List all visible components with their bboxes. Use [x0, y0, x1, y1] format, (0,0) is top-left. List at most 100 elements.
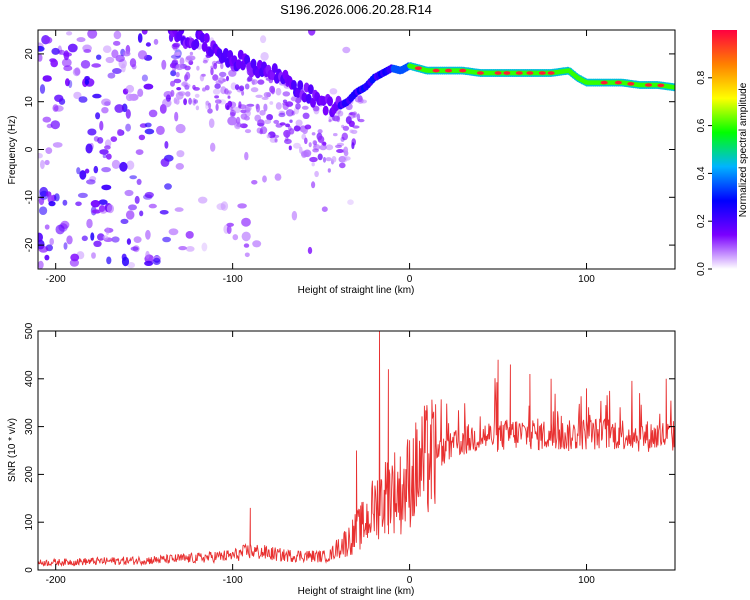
spectrogram-blob: [235, 116, 241, 125]
spectrogram-blob: [210, 142, 216, 152]
spectrogram-blob: [45, 147, 53, 155]
spectrogram-blob: [328, 119, 332, 123]
spectrogram-blob: [308, 142, 312, 148]
spectrogram-blob: [127, 262, 135, 269]
spectrogram-blob: [322, 156, 327, 163]
spectrogram-blob: [111, 236, 120, 243]
spectrogram-blob: [85, 143, 93, 154]
spectrogram-blob: [226, 91, 231, 96]
spectrogram-blob: [337, 110, 344, 117]
spectrogram-blob: [285, 123, 291, 128]
spectrogram-ridge-peak: [538, 71, 546, 75]
spectrogram-blob: [274, 138, 278, 143]
spectrogram-blob: [218, 77, 226, 84]
spectrogram-blob: [239, 85, 245, 92]
spectrogram-blob: [243, 243, 250, 248]
spectrogram-blob: [244, 106, 251, 114]
spectrogram-blob: [101, 98, 111, 106]
spectrogram-blob: [129, 175, 137, 180]
spectrogram-ridge-peak: [503, 71, 511, 75]
spectrogram-blob: [192, 84, 196, 90]
spectrogram-blob: [196, 65, 200, 71]
spectrogram-blob: [184, 65, 191, 71]
spectrogram-blob: [215, 103, 219, 111]
spectrogram-blob: [317, 153, 323, 161]
spectrogram-blob: [148, 203, 157, 209]
spectrogram-blob: [348, 120, 355, 128]
snr-panel: -200 -100 0 100 0 100 200 300 400 500 Height of …: [7, 322, 676, 597]
spectrogram-blob: [101, 167, 111, 173]
spectrogram-blob: [279, 122, 286, 126]
spectrogram-blob: [177, 51, 181, 56]
spectrogram-blob: [212, 88, 221, 95]
spectrogram-blob: [308, 30, 316, 36]
spectrogram-blob: [44, 224, 50, 230]
spectrogram-blob: [134, 195, 140, 204]
spectrogram-ridge-peak: [414, 66, 422, 70]
spectrogram-blob: [169, 62, 176, 69]
spectrogram-blob: [141, 30, 148, 35]
colorbar-tick-label: 0.2: [696, 214, 707, 228]
spectrogram-blob: [260, 126, 268, 135]
x-tick-label: -100: [223, 274, 243, 285]
spectrogram-blob: [311, 132, 316, 136]
spectrogram-blob: [244, 129, 252, 134]
spectrogram-blob: [106, 256, 112, 265]
spectrogram-blob: [304, 124, 312, 130]
spectrogram-blob: [170, 70, 177, 77]
y-tick-label: 100: [24, 513, 35, 530]
spectrogram-blob: [144, 128, 155, 135]
spectrogram-blob: [214, 95, 220, 99]
snr-frame: [37, 330, 676, 571]
spectrogram-blob: [50, 120, 60, 130]
spectrogram-blob: [119, 161, 128, 172]
spectrogram-blob: [275, 102, 282, 110]
spectrogram-blob: [347, 199, 354, 205]
spectrogram-blob: [79, 170, 87, 180]
spectrogram-blob: [105, 226, 110, 236]
spectrogram-blob: [335, 144, 342, 149]
spectrogram-blob: [124, 189, 134, 197]
spectrogram-blob: [189, 51, 194, 56]
spectrogram-blob: [288, 128, 295, 135]
spectrogram-blob: [112, 68, 122, 74]
spectrogram-ridge-peak: [476, 71, 484, 75]
spectrogram-blob: [214, 83, 221, 89]
spectrogram-blob: [161, 59, 167, 70]
spectrogram-blob: [336, 115, 341, 123]
spectrogram-blob: [333, 133, 338, 137]
spectrogram-blob: [62, 199, 68, 206]
spectrogram-blob: [198, 196, 208, 204]
spectrogram-blob: [349, 129, 354, 134]
spectrogram-blob: [145, 42, 151, 47]
spectrogram-y-ticks: -20 -10 0 10 20: [24, 48, 675, 252]
spectrogram-blob: [40, 159, 45, 170]
spectrogram-blob: [144, 191, 154, 199]
spectrogram-blob: [83, 49, 92, 53]
spectrogram-blob: [129, 58, 137, 68]
spectrogram-blob: [106, 153, 112, 160]
spectrogram-blob: [185, 246, 195, 252]
spectrogram-blob: [170, 89, 175, 97]
x-tick-label: -100: [223, 575, 243, 586]
spectrogram-ridge-band: [297, 80, 304, 91]
spectrogram-ridge-peak: [547, 71, 555, 75]
spectrogram-ridge: [167, 30, 675, 118]
spectrogram-blob: [263, 92, 270, 98]
spectrogram-blob: [202, 88, 206, 92]
spectrogram-blob: [72, 68, 81, 77]
spectrogram-blob: [285, 131, 289, 139]
spectrogram-blob: [137, 50, 148, 60]
spectrogram-ridge-band: [310, 97, 316, 108]
spectrogram-blob: [86, 179, 96, 185]
spectrogram-blob: [42, 75, 52, 82]
spectrogram-blob: [313, 140, 318, 148]
spectrogram-blob: [336, 149, 344, 153]
colorbar-tick-label: 0.0: [696, 262, 707, 276]
y-tick-label: 0: [24, 146, 35, 152]
spectrogram-blob: [70, 253, 80, 262]
spectrogram-blob: [104, 145, 111, 150]
spectrogram-blob: [255, 103, 259, 110]
x-tick-label: 100: [578, 575, 595, 586]
spectrogram-blob: [295, 103, 301, 110]
